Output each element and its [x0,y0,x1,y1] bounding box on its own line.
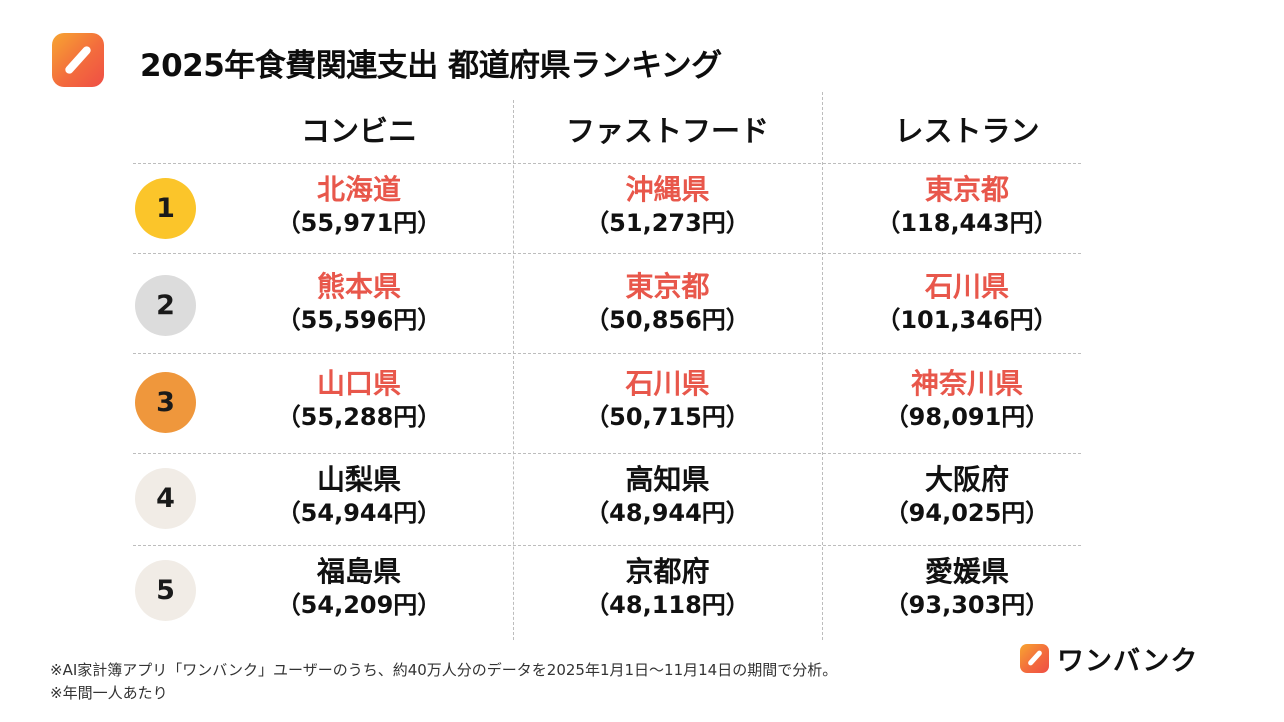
spending-amount: （55,288円） [276,403,442,431]
spending-amount: （101,346円） [876,306,1058,334]
prefecture-name: 石川県 [625,367,710,400]
prefecture-name: 東京都 [625,270,710,303]
spending-amount: （50,856円） [585,306,750,334]
spending-amount: （93,303円） [884,591,1050,619]
spending-amount: （48,944円） [585,499,750,527]
prefecture-name: 山梨県 [316,463,401,496]
ranking-cell: 石川県 （50,715円） [513,367,822,433]
column-header-fast-food: ファストフード [565,114,769,148]
ranking-cell: 愛媛県 （93,303円） [822,555,1112,621]
prefecture-name: 石川県 [924,270,1009,303]
ranking-cell: 石川県 （101,346円） [822,270,1112,336]
spending-amount: （50,715円） [585,403,750,431]
spending-amount: （51,273円） [585,209,750,237]
column-divider [822,92,823,640]
prefecture-name: 北海道 [316,173,401,206]
rank-badge-5: 5 [135,560,196,621]
prefecture-name: 福島県 [316,555,401,588]
spending-amount: （55,596円） [276,306,442,334]
row-divider [133,353,1081,354]
footnote-data-source: ※AI家計簿アプリ「ワンバンク」ユーザーのうち、約40万人分のデータを2025年… [50,661,838,679]
prefecture-name: 愛媛県 [924,555,1009,588]
row-divider [133,253,1081,254]
prefecture-name: 山口県 [316,367,401,400]
footnote-per-person: ※年間一人あたり [50,684,168,702]
ranking-cell: 神奈川県 （98,091円） [822,367,1112,433]
ranking-cell: 福島県 （54,209円） [205,555,513,621]
ranking-cell: 高知県 （48,944円） [513,463,822,529]
prefecture-name: 高知県 [625,463,710,496]
rank-badge-4: 4 [135,468,196,529]
spending-amount: （98,091円） [884,403,1050,431]
brand-logo: ワンバンク [1020,641,1199,677]
prefecture-name: 沖縄県 [625,173,710,206]
spending-amount: （94,025円） [884,499,1050,527]
rank-badge-3: 3 [135,372,196,433]
ranking-cell: 東京都 （118,443円） [822,173,1112,239]
brand-name: ワンバンク [1057,645,1199,677]
ranking-cell: 北海道 （55,971円） [205,173,513,239]
ranking-cell: 山口県 （55,288円） [205,367,513,433]
spending-amount: （54,944円） [276,499,442,527]
prefecture-name: 熊本県 [316,270,401,303]
column-header-convenience-store: コンビニ [300,114,417,148]
rank-badge-1: 1 [135,178,196,239]
page-title: 2025年食費関連支出 都道府県ランキング [140,48,722,84]
column-header-restaurant: レストラン [894,114,1040,148]
row-divider [133,453,1081,454]
spending-amount: （55,971円） [276,209,442,237]
ranking-cell: 山梨県 （54,944円） [205,463,513,529]
ranking-cell: 京都府 （48,118円） [513,555,822,621]
row-divider [133,545,1081,546]
prefecture-name: 東京都 [924,173,1009,206]
rank-badge-2: 2 [135,275,196,336]
prefecture-name: 神奈川県 [910,367,1023,400]
spending-amount: （54,209円） [276,591,442,619]
pencil-app-icon [1020,643,1049,673]
ranking-cell: 大阪府 （94,025円） [822,463,1112,529]
pencil-app-icon [52,33,104,87]
ranking-cell: 熊本県 （55,596円） [205,270,513,336]
prefecture-name: 京都府 [625,555,710,588]
ranking-cell: 沖縄県 （51,273円） [513,173,822,239]
row-divider [133,163,1081,164]
spending-amount: （48,118円） [585,591,750,619]
ranking-cell: 東京都 （50,856円） [513,270,822,336]
spending-amount: （118,443円） [876,209,1058,237]
prefecture-name: 大阪府 [924,463,1009,496]
column-divider [513,100,514,640]
